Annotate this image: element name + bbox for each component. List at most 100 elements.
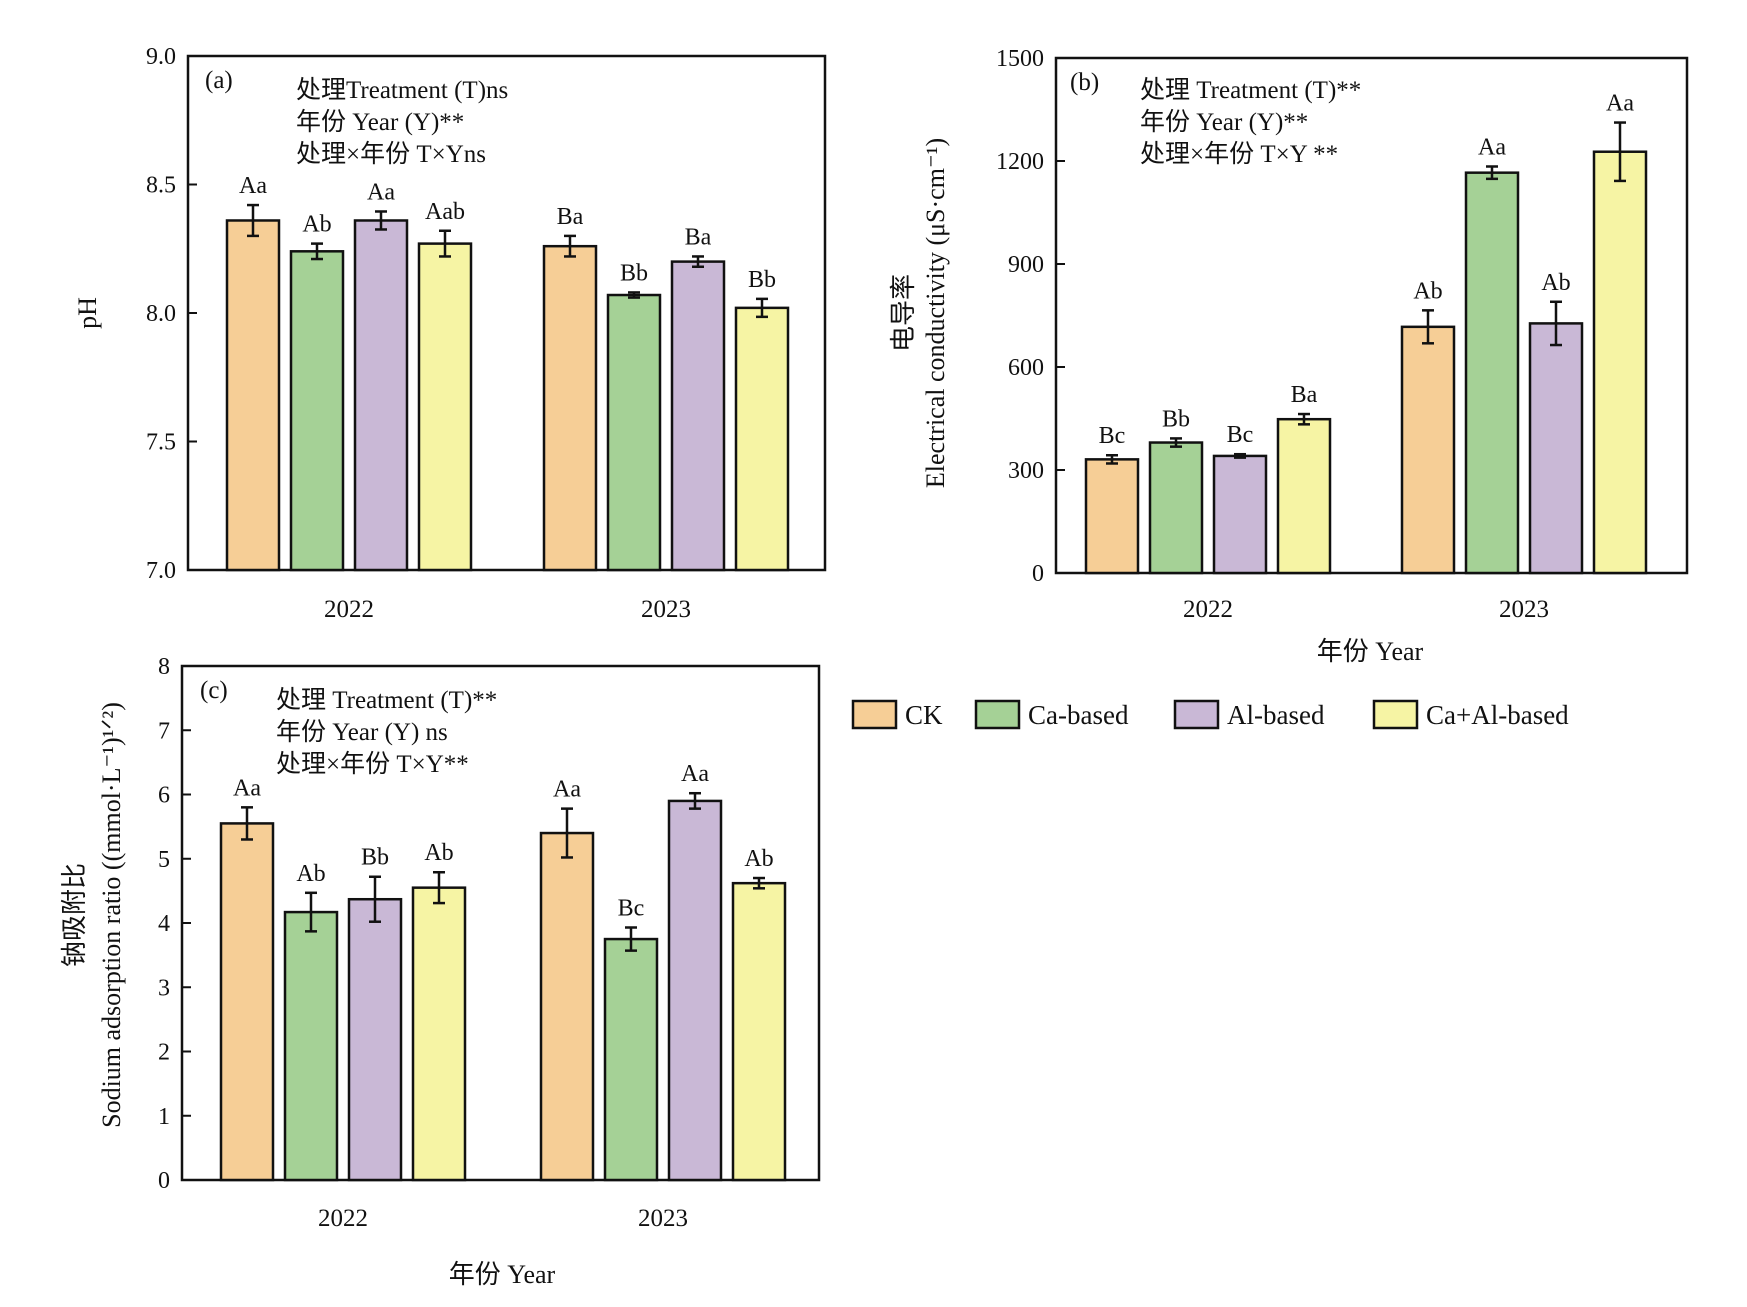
- x-tick-label: 2022: [1183, 596, 1233, 623]
- significance-label: Ba: [557, 204, 584, 230]
- plot-frame: [186, 54, 827, 572]
- y-axis-label: Electrical conductivity (μS·cm⁻¹): [921, 138, 950, 488]
- stats-annotation: 处理×年份 T×Y **: [1140, 140, 1338, 168]
- y-tick-label: 2: [158, 1040, 170, 1066]
- y-tick-label: 5: [158, 847, 170, 873]
- y-tick-label: 1200: [996, 149, 1044, 175]
- significance-label: Aab: [425, 199, 465, 225]
- legend-swatch: [1372, 699, 1419, 730]
- bar: [1276, 417, 1332, 575]
- y-tick-label: 7.5: [146, 430, 176, 456]
- y-tick-label: 6: [158, 783, 170, 809]
- panel-label: (c): [200, 677, 228, 704]
- legend-item: Ca-based: [974, 699, 1129, 730]
- y-tick-label: 0: [1032, 561, 1044, 587]
- significance-label: Bc: [1099, 423, 1126, 449]
- bar: [603, 937, 659, 1182]
- x-tick-label: 2023: [1499, 596, 1549, 623]
- legend: CK Ca-based Al-based Ca+Al-based: [851, 699, 1569, 730]
- stats-annotation: 处理Treatment (T)ns: [296, 76, 508, 104]
- y-axis-label-cn: 电导率: [889, 274, 918, 352]
- significance-label: Aa: [1606, 91, 1634, 117]
- legend-swatch: [1173, 699, 1220, 730]
- significance-label: Bb: [361, 845, 389, 871]
- significance-label: Bb: [620, 260, 648, 286]
- stats-annotation: 年份 Year (Y)**: [296, 108, 464, 136]
- y-tick-label: 8.5: [146, 173, 176, 199]
- significance-label: Bc: [1227, 422, 1254, 448]
- panel-b: 0 300 600 900 1200 1500 2022 2023 (b) 处理 Treatmen…: [889, 46, 1689, 666]
- panel-label: (b): [1070, 69, 1099, 96]
- significance-label: Bc: [618, 895, 645, 921]
- stats-annotation: 处理 Treatment (T)**: [1140, 76, 1361, 104]
- bar: [670, 260, 726, 572]
- y-tick-label: 8.0: [146, 301, 176, 327]
- x-tick-label: 2022: [318, 1205, 368, 1232]
- y-tick-label: 8: [158, 654, 170, 680]
- y-tick-label: 7.0: [146, 558, 176, 584]
- y-tick-label: 7: [158, 718, 170, 744]
- y-tick-label: 1500: [996, 46, 1044, 72]
- bar: [1400, 325, 1456, 575]
- significance-label: Aa: [239, 173, 267, 199]
- bar: [1528, 322, 1584, 575]
- significance-label: Ba: [685, 224, 712, 250]
- bar: [417, 242, 473, 572]
- bar: [734, 306, 790, 572]
- panel-a: 7.0 7.5 8.0 8.5 9.0 2022 2023 (a) 处理Treatment (T…: [73, 44, 827, 623]
- legend-label: CK: [905, 700, 943, 730]
- significance-label: Aa: [553, 777, 581, 803]
- legend-swatch: [974, 699, 1021, 730]
- significance-label: Ab: [744, 846, 773, 872]
- significance-label: Aa: [367, 179, 395, 205]
- legend-item: CK: [851, 699, 943, 730]
- x-axis-label: 年份 Year: [1317, 637, 1424, 666]
- legend-item: Ca+Al-based: [1372, 699, 1569, 730]
- significance-label: Ab: [1413, 278, 1442, 304]
- legend-label: Ca+Al-based: [1426, 700, 1569, 730]
- legend-swatch: [851, 699, 898, 730]
- stats-annotation: 处理×年份 T×Yns: [296, 140, 486, 168]
- stats-annotation: 处理×年份 T×Y**: [276, 750, 469, 778]
- bar: [731, 881, 787, 1182]
- bar: [1148, 441, 1204, 575]
- y-tick-label: 0: [158, 1168, 170, 1194]
- bar: [411, 886, 467, 1182]
- y-tick-label: 4: [158, 911, 170, 937]
- significance-label: Aa: [233, 775, 261, 801]
- y-tick-label: 600: [1008, 355, 1044, 381]
- bar: [225, 219, 281, 572]
- significance-label: Aa: [1478, 134, 1506, 160]
- stats-annotation: 年份 Year (Y)**: [1140, 108, 1308, 136]
- panel-c: 0 1 2 3 4 5 6 7 8 2022 2023 (c) 处理 Treatment (T)** 年份…: [60, 654, 821, 1289]
- bar: [606, 293, 662, 572]
- bar: [289, 250, 345, 572]
- bar: [1592, 150, 1648, 575]
- y-tick-label: 3: [158, 975, 170, 1001]
- y-tick-label: 1: [158, 1104, 170, 1130]
- legend-item: Al-based: [1173, 699, 1325, 730]
- bar: [1212, 454, 1268, 575]
- y-axis-label-cn: 钠吸附比: [60, 863, 89, 967]
- significance-label: Bb: [1162, 406, 1190, 432]
- legend-label: Ca-based: [1028, 700, 1129, 730]
- bar: [539, 831, 595, 1182]
- bar: [667, 799, 723, 1182]
- significance-label: Ba: [1291, 382, 1318, 408]
- y-tick-label: 900: [1008, 252, 1044, 278]
- bar: [283, 910, 339, 1182]
- significance-label: Aa: [681, 761, 709, 787]
- stats-annotation: 年份 Year (Y) ns: [276, 718, 448, 746]
- legend-label: Al-based: [1227, 700, 1325, 730]
- x-tick-label: 2023: [638, 1205, 688, 1232]
- bar: [353, 219, 409, 572]
- bar: [347, 897, 403, 1182]
- plot-frame: [1054, 56, 1689, 575]
- x-axis-label: 年份 Year: [449, 1260, 556, 1289]
- bar: [542, 244, 598, 572]
- significance-label: Ab: [1541, 270, 1570, 296]
- bar: [1464, 171, 1520, 575]
- significance-label: Ab: [424, 840, 453, 866]
- y-axis-label: pH: [73, 297, 102, 329]
